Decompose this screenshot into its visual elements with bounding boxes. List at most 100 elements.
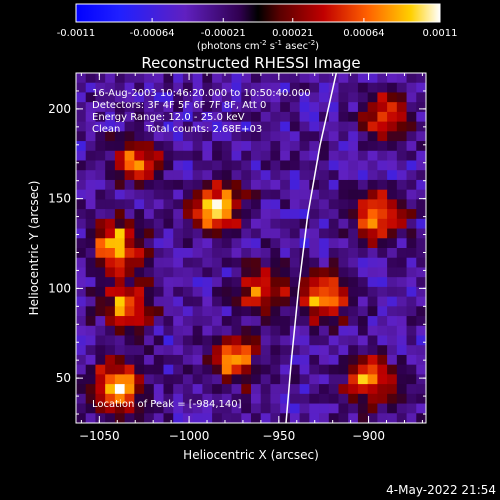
heatmap-cell xyxy=(144,170,155,181)
x-tick-label: −1050 xyxy=(79,429,120,443)
heatmap-cell xyxy=(377,306,388,317)
heatmap-cell xyxy=(406,316,417,327)
heatmap-cell xyxy=(163,277,174,288)
heatmap-cell xyxy=(289,354,301,366)
heatmap-cell xyxy=(85,92,96,103)
heatmap-cell xyxy=(105,73,116,84)
heatmap-cell xyxy=(348,374,359,385)
heatmap-cell xyxy=(367,403,378,414)
heatmap-cell xyxy=(396,141,407,152)
heatmap-cell xyxy=(357,121,369,132)
heatmap-cell xyxy=(280,257,291,268)
heatmap-cell xyxy=(309,218,320,229)
heatmap-cell xyxy=(260,218,271,229)
heatmap-cell xyxy=(396,296,407,307)
heatmap-cell xyxy=(124,111,135,123)
heatmap-cell xyxy=(406,257,417,268)
heatmap-cell xyxy=(338,393,349,404)
heatmap-cell xyxy=(212,218,223,229)
heatmap-cell xyxy=(367,111,378,123)
heatmap-cell xyxy=(357,384,369,395)
heatmap-cell xyxy=(289,179,301,191)
heatmap-cell xyxy=(416,238,426,249)
heatmap-cell xyxy=(95,257,106,268)
heatmap-cell xyxy=(289,170,301,181)
heatmap-cell xyxy=(260,345,271,356)
heatmap-cell xyxy=(289,228,301,239)
heatmap-cell xyxy=(95,121,106,132)
heatmap-cell xyxy=(299,102,310,113)
heatmap-cell xyxy=(192,257,203,268)
heatmap-cell xyxy=(309,92,320,103)
heatmap-cell xyxy=(124,248,135,259)
heatmap-cell xyxy=(173,92,184,103)
heatmap-cell xyxy=(299,111,310,123)
heatmap-cell xyxy=(377,238,388,249)
colorbar-ticks: -0.0011 -0.00064 -0.00021 0.00021 0.00064 0.0… xyxy=(57,18,458,39)
heatmap-cell xyxy=(251,228,262,239)
heatmap-cell xyxy=(260,384,271,395)
heatmap-cell xyxy=(289,82,301,93)
heatmap-cell xyxy=(85,141,96,152)
heatmap-cell xyxy=(251,218,262,229)
heatmap-cell xyxy=(270,267,281,278)
heatmap-cell xyxy=(124,413,135,423)
heatmap-cell xyxy=(221,257,232,268)
heatmap-cell xyxy=(328,92,339,103)
heatmap-cell xyxy=(221,296,232,307)
heatmap-cell xyxy=(387,102,398,113)
heatmap-cell xyxy=(144,374,155,385)
heatmap-cell xyxy=(173,267,184,278)
heatmap-cell xyxy=(328,238,339,249)
heatmap-cell xyxy=(192,306,203,317)
heatmap-cell xyxy=(231,296,242,307)
heatmap-cell xyxy=(251,286,262,298)
heatmap-cell xyxy=(319,267,330,278)
heatmap-cell xyxy=(367,131,378,142)
heatmap-cell xyxy=(328,150,339,161)
heatmap-cell xyxy=(85,335,96,346)
heatmap-cell xyxy=(396,403,407,414)
heatmap-cell xyxy=(182,228,194,239)
heatmap-cell xyxy=(367,92,378,103)
heatmap-cell xyxy=(221,374,232,385)
heatmap-cell xyxy=(153,111,164,123)
heatmap-cell xyxy=(182,393,194,404)
heatmap-cell xyxy=(114,354,126,366)
heatmap-cell xyxy=(396,189,407,200)
heatmap-cell xyxy=(416,209,426,220)
heatmap-cell xyxy=(192,228,203,239)
heatmap-cell xyxy=(328,121,339,132)
heatmap-cell xyxy=(173,364,184,375)
heatmap-cell xyxy=(114,228,126,239)
heatmap-cell xyxy=(406,335,417,346)
heatmap-cell xyxy=(280,403,291,414)
heatmap-cell xyxy=(328,393,339,404)
heatmap-cell xyxy=(134,179,145,191)
heatmap-cell xyxy=(357,345,369,356)
heatmap-cell xyxy=(182,345,194,356)
heatmap-cell xyxy=(367,277,378,288)
heatmap-cell xyxy=(367,141,378,152)
heatmap-cell xyxy=(406,199,417,210)
heatmap-cell xyxy=(173,306,184,317)
heatmap-cell xyxy=(338,189,349,200)
heatmap-cell xyxy=(221,364,232,375)
heatmap-cell xyxy=(212,170,223,181)
heatmap-cell xyxy=(221,209,232,220)
heatmap-cell xyxy=(319,354,330,366)
heatmap-cell xyxy=(105,92,116,103)
heatmap-cell xyxy=(144,403,155,414)
heatmap-cell xyxy=(212,374,223,385)
heatmap-cell xyxy=(95,209,106,220)
heatmap-cell xyxy=(202,209,213,220)
heatmap-cell xyxy=(260,403,271,414)
heatmap-cell xyxy=(163,316,174,327)
heatmap-cell xyxy=(124,306,135,317)
heatmap-cell xyxy=(231,325,242,336)
heatmap-cell xyxy=(134,413,145,423)
heatmap-cell xyxy=(396,286,407,298)
heatmap-cell xyxy=(221,218,232,229)
heatmap-cell xyxy=(134,296,145,307)
heatmap-cell xyxy=(319,141,330,152)
